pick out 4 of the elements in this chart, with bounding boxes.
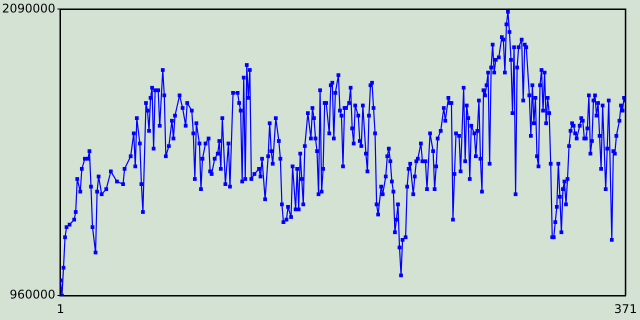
y-tick-label: 960000 — [10, 288, 56, 302]
y-tick-label: 2090000 — [2, 1, 56, 16]
x-tick-label: 371 — [614, 302, 637, 316]
x-tick-label: 1 — [56, 302, 64, 316]
